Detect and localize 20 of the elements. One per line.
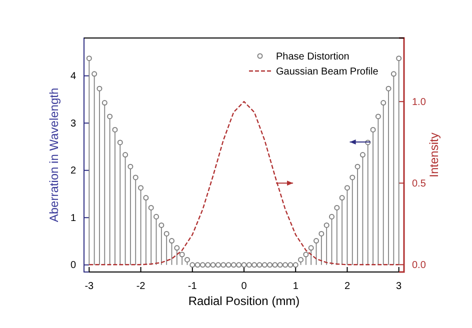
x-tick-label: -2 [136, 281, 146, 292]
y2-tick-label: 1.0 [412, 96, 426, 108]
x-tick-label: 0 [241, 281, 248, 292]
y-tick-label: 1 [70, 212, 76, 224]
x-tick-label: 2 [344, 281, 350, 292]
x-tick-label: 1 [292, 281, 299, 292]
y2-tick-label: 0.0 [412, 260, 426, 271]
x-tick-label: -3 [84, 281, 94, 292]
legend-label: Gaussian Beam Profile [276, 66, 379, 78]
x-tick-label: -1 [188, 281, 198, 292]
x-tick-label: 3 [396, 281, 402, 292]
y2-axis-title: Intensity [427, 132, 441, 178]
y-tick-label: 3 [70, 118, 76, 130]
y2-tick-label: 0.5 [412, 178, 426, 190]
y-tick-label: 0 [70, 260, 76, 272]
y-tick-label: 2 [70, 166, 76, 177]
y-tick-label: 4 [70, 71, 76, 82]
y-axis-title: Aberration in Wavelength [47, 88, 61, 222]
legend-label: Phase Distortion [276, 52, 350, 62]
x-axis-title: Radial Position (mm) [188, 294, 300, 308]
